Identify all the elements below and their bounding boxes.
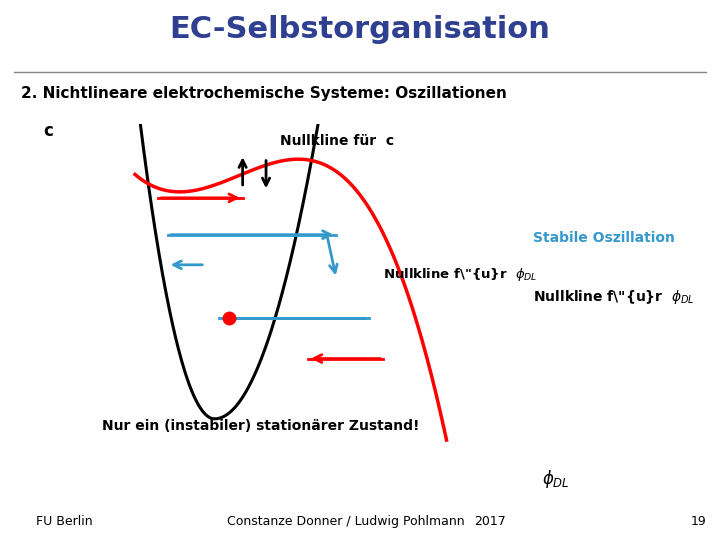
Text: Constanze Donner / Ludwig Pohlmann: Constanze Donner / Ludwig Pohlmann	[227, 515, 464, 528]
Text: Stabile Oszillation: Stabile Oszillation	[533, 231, 675, 245]
Text: EC-Selbstorganisation: EC-Selbstorganisation	[170, 15, 550, 44]
Text: c: c	[43, 122, 53, 140]
Text: 2017: 2017	[474, 515, 505, 528]
Text: Nullkline f\"{u}r  $\phi_{DL}$: Nullkline f\"{u}r $\phi_{DL}$	[533, 288, 695, 306]
Text: Nur ein (instabiler) stationärer Zustand!: Nur ein (instabiler) stationärer Zustand…	[102, 418, 420, 433]
Text: 2. Nichtlineare elektrochemische Systeme: Oszillationen: 2. Nichtlineare elektrochemische Systeme…	[22, 86, 507, 100]
Text: $\phi_{DL}$: $\phi_{DL}$	[542, 468, 570, 490]
Text: Nullkline für  c: Nullkline für c	[280, 134, 395, 148]
Text: Nullkline f\"{u}r  $\phi_{DL}$: Nullkline f\"{u}r $\phi_{DL}$	[383, 266, 538, 284]
Text: 19: 19	[690, 515, 706, 528]
Text: FU Berlin: FU Berlin	[37, 515, 93, 528]
